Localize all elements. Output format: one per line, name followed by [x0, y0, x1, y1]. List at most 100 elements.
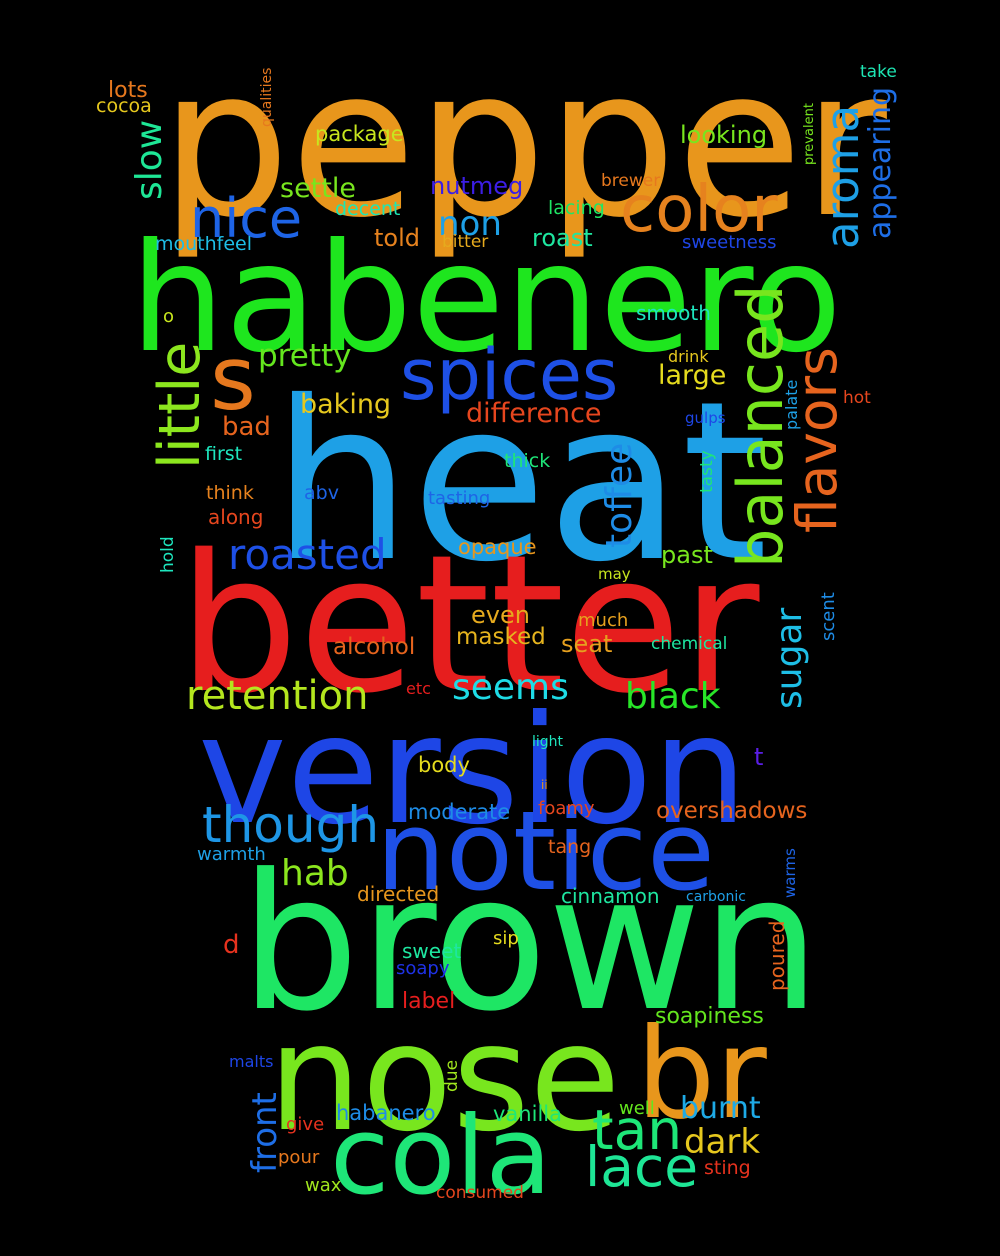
- word-habanero: habanero: [336, 1101, 436, 1125]
- word-qualities: qualities: [259, 67, 275, 127]
- word-though: though: [202, 796, 380, 854]
- word-sweet: sweet: [402, 939, 462, 963]
- word-pepper: pepper: [160, 25, 887, 263]
- word-opaque: opaque: [458, 535, 537, 559]
- word-notice: notice: [376, 787, 715, 915]
- word-pretty: pretty: [258, 338, 352, 374]
- word-lots: lots: [108, 78, 148, 103]
- word-t: t: [754, 743, 764, 771]
- word-past: past: [661, 541, 713, 569]
- word-bitter: bitter: [442, 232, 489, 252]
- word-foamy: foamy: [538, 798, 595, 819]
- word-soapy: soapy: [396, 958, 450, 979]
- word-flavors: flavors: [785, 347, 849, 533]
- word-told: told: [374, 224, 420, 252]
- word-difference: difference: [466, 398, 602, 429]
- word-poured: poured: [765, 920, 789, 991]
- word-br: br: [636, 1002, 767, 1147]
- word-think: think: [206, 482, 254, 504]
- word-decent: decent: [335, 198, 401, 220]
- word-even: even: [471, 601, 530, 629]
- word-lacing: lacing: [548, 197, 605, 219]
- word-spices: spices: [400, 334, 619, 416]
- word-body: body: [418, 753, 470, 777]
- word-front: front: [245, 1092, 285, 1173]
- word-drink: drink: [668, 347, 709, 366]
- word-vanilla: vanilla: [493, 1102, 562, 1126]
- word-better: better: [178, 514, 760, 735]
- word-sweetness: sweetness: [682, 232, 777, 253]
- word-much: much: [578, 610, 629, 631]
- word-black: black: [625, 676, 721, 717]
- word-color: color: [620, 173, 778, 247]
- word-label: label: [402, 989, 456, 1014]
- word-masked: masked: [456, 624, 546, 650]
- word-nutmeg: nutmeg: [430, 172, 524, 200]
- word-abv: abv: [304, 482, 339, 504]
- word-looking: looking: [680, 121, 768, 149]
- word-alcohol: alcohol: [333, 634, 416, 660]
- word-hab: hab: [281, 853, 349, 894]
- word-d: d: [223, 930, 240, 960]
- word-sip: sip: [493, 928, 519, 949]
- word-settle: settle: [280, 173, 356, 204]
- word-sugar: sugar: [769, 607, 810, 709]
- word-mouthfeel: mouthfeel: [155, 233, 253, 255]
- word-large: large: [658, 360, 727, 391]
- word-smooth: smooth: [636, 301, 711, 325]
- word-appearing: appearing: [863, 86, 898, 239]
- word-version: version: [198, 684, 748, 858]
- word-thick: thick: [504, 450, 551, 472]
- word-brewer: brewer: [601, 171, 661, 191]
- word-hold: hold: [158, 536, 178, 573]
- word-scent: scent: [818, 592, 839, 641]
- word-pour: pour: [278, 1147, 320, 1168]
- word-bad: bad: [222, 412, 271, 442]
- word-overshadows: overshadows: [656, 798, 808, 824]
- word-chemical: chemical: [651, 634, 728, 654]
- word-dark: dark: [684, 1122, 761, 1162]
- word-slow: slow: [129, 119, 170, 200]
- word-s: s: [210, 327, 256, 430]
- word-gulps: gulps: [685, 409, 726, 427]
- word-consumed: consumed: [436, 1183, 524, 1203]
- word-package: package: [315, 122, 404, 146]
- word-toffee: toffee: [599, 442, 640, 548]
- word-carbonic: carbonic: [686, 889, 746, 905]
- word-along: along: [208, 505, 264, 529]
- word-cola: cola: [330, 1094, 552, 1219]
- word-nice: nice: [190, 187, 303, 250]
- word-may: may: [598, 565, 631, 583]
- word-tan: tan: [592, 1098, 683, 1162]
- word-retention: retention: [186, 673, 369, 719]
- word-first: first: [205, 443, 243, 465]
- word-cocoa: cocoa: [96, 95, 152, 117]
- word-prevalent: prevalent: [802, 103, 817, 165]
- word-warms: warms: [781, 848, 799, 898]
- word-nose: nose: [268, 992, 621, 1164]
- word-heat: heat: [272, 354, 768, 610]
- word-hot: hot: [843, 388, 871, 408]
- word-malts: malts: [229, 1052, 274, 1071]
- word-give: give: [286, 1114, 325, 1135]
- word-roast: roast: [532, 224, 593, 252]
- word-little: little: [147, 341, 213, 469]
- word-brown: brown: [240, 834, 821, 1053]
- word-tang: tang: [548, 836, 592, 858]
- word-directed: directed: [357, 882, 440, 906]
- word-roasted: roasted: [228, 530, 387, 579]
- word-tasty: tasty: [697, 450, 717, 493]
- word-due: due: [442, 1059, 462, 1092]
- word-habenero: habenero: [130, 212, 842, 386]
- word-aroma: aroma: [816, 104, 869, 249]
- word-soapiness: soapiness: [655, 1004, 764, 1029]
- word-tasting: tasting: [428, 488, 491, 509]
- word-ii: ii: [541, 778, 548, 792]
- word-wax: wax: [305, 1175, 342, 1196]
- word-o: o: [163, 306, 175, 327]
- word-etc: etc: [406, 679, 431, 698]
- word-baking: baking: [300, 389, 392, 420]
- word-moderate: moderate: [408, 800, 511, 824]
- word-light: light: [532, 734, 564, 750]
